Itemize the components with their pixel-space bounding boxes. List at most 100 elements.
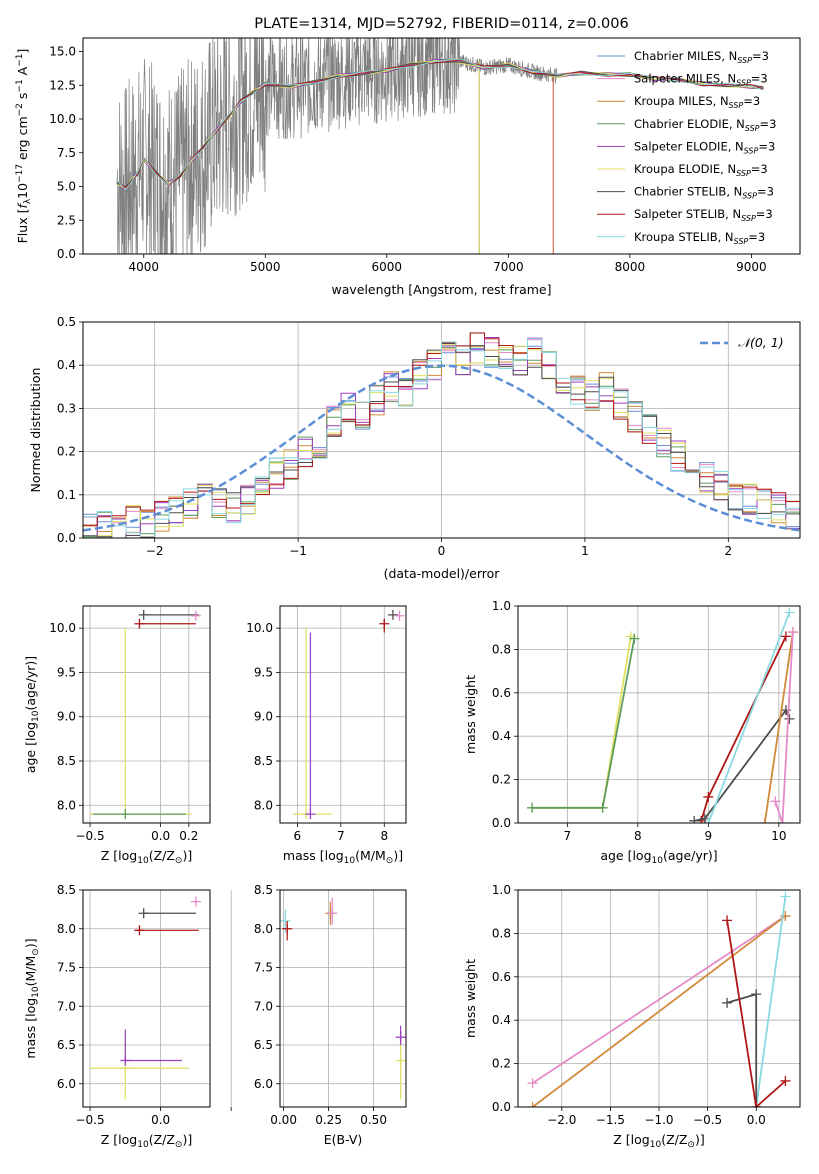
y-tick-label: 0.5 xyxy=(57,315,76,329)
data-point xyxy=(138,908,149,919)
data-point xyxy=(629,633,640,644)
data-point xyxy=(327,908,338,919)
legend-name: Kroupa STELIB, N xyxy=(634,230,734,244)
legend-entry: Chabrier STELIB, NSSP=3 xyxy=(634,185,774,201)
legend-entry: 𝒩(0, 1) xyxy=(738,335,784,350)
data-point xyxy=(527,1078,538,1089)
data-point xyxy=(527,1102,538,1107)
x-axis-label: mass [log10(M/M⊙)] xyxy=(283,848,403,866)
label-part: λ xyxy=(23,198,33,204)
label-part: age [log xyxy=(23,722,38,773)
data-point xyxy=(751,989,762,1000)
y-tick-label: 0.4 xyxy=(492,729,511,743)
x-tick-label: −1.0 xyxy=(644,1113,673,1127)
y-tick-label: 8.5 xyxy=(57,883,76,897)
histogram-series xyxy=(83,337,800,538)
y-tick-label: 8.0 xyxy=(254,922,273,936)
y-tick-label: 9.5 xyxy=(57,665,76,679)
legend-sub: SSP xyxy=(736,79,751,88)
y-tick-label: 10.0 xyxy=(246,621,273,635)
y-tick-label: 9.0 xyxy=(254,710,273,724)
y-tick-label: 7.0 xyxy=(254,999,273,1013)
x-tick-label: 0.25 xyxy=(315,1113,342,1127)
x-tick-label: 0 xyxy=(438,544,446,558)
label-part: ] xyxy=(15,49,30,54)
y-tick-label: 15.0 xyxy=(49,45,76,59)
data-point xyxy=(780,631,791,642)
observed-spectrum-line xyxy=(116,38,558,254)
x-axis-label: E(B-V) xyxy=(324,1132,363,1147)
legend-suffix: =3 xyxy=(752,49,769,63)
label-part: −17 xyxy=(15,164,25,183)
x-tick-label: 6000 xyxy=(372,260,403,274)
legend-entry: Chabrier ELODIE, NSSP=3 xyxy=(634,117,776,133)
y-tick-label: 0.0 xyxy=(492,816,511,830)
data-point xyxy=(597,802,608,813)
label-part: 10 xyxy=(15,183,30,199)
histogram-series xyxy=(83,332,800,538)
series-line xyxy=(532,915,786,1107)
y-tick-label: 7.5 xyxy=(57,961,76,975)
legend-suffix: =3 xyxy=(743,94,760,108)
label-part: (M/M xyxy=(355,848,386,863)
y-tick-label: 12.5 xyxy=(49,78,76,92)
plot-area xyxy=(83,332,800,538)
y-tick-label: 6.0 xyxy=(57,1077,76,1091)
plot-area xyxy=(527,607,798,823)
label-part: )] xyxy=(182,1132,192,1147)
label-part: −1 xyxy=(15,53,25,66)
y-axis-label: Normed distribution xyxy=(28,368,43,493)
plot-area xyxy=(293,609,405,820)
x-tick-label: 9000 xyxy=(736,260,767,274)
data-point xyxy=(282,923,293,934)
label-part: 10 xyxy=(652,856,664,866)
x-tick-label: −2.0 xyxy=(547,1113,576,1127)
x-tick-label: 0.2 xyxy=(179,829,198,843)
label-part: (Z/Z xyxy=(149,848,175,863)
x-tick-label: 10 xyxy=(771,829,786,843)
x-tick-label: 8 xyxy=(634,829,642,843)
y-tick-label: 6.0 xyxy=(254,1077,273,1091)
y-tick-label: 0.4 xyxy=(57,358,76,372)
x-tick-label: 8000 xyxy=(615,260,646,274)
histogram-series xyxy=(83,343,800,538)
model-series-line xyxy=(116,58,764,191)
legend-suffix: =3 xyxy=(751,162,768,176)
legend-entry: Salpeter STELIB, NSSP=3 xyxy=(634,207,773,223)
y-tick-label: 8.5 xyxy=(57,754,76,768)
y-tick-label: 0.8 xyxy=(492,642,511,656)
legend-sub: SSP xyxy=(742,192,757,201)
label-part: mass [log xyxy=(283,848,344,863)
legend-sub: SSP xyxy=(744,146,759,155)
y-tick-label: 9.5 xyxy=(254,665,273,679)
x-tick-label: 8 xyxy=(380,829,388,843)
label-part: mass [log xyxy=(23,998,38,1059)
gridlines xyxy=(83,889,232,1107)
gridlines xyxy=(280,606,406,823)
label-part: erg cm xyxy=(15,116,30,164)
y-tick-label: 0.8 xyxy=(492,926,511,940)
y-tick-label: 0.2 xyxy=(492,773,511,787)
legend-name: Chabrier MILES, N xyxy=(634,49,737,63)
y-tick-label: 0.0 xyxy=(57,247,76,261)
y-tick-label: 2.5 xyxy=(57,213,76,227)
y-tick-label: 1.0 xyxy=(492,599,511,613)
x-tick-label: 0.00 xyxy=(270,1113,297,1127)
y-axis-label: age [log10(age/yr)] xyxy=(23,656,41,773)
x-tick-label: 4000 xyxy=(128,260,159,274)
label-part: ⊙ xyxy=(687,1140,695,1150)
y-tick-label: 8.0 xyxy=(57,922,76,936)
y-tick-label: 9.0 xyxy=(57,710,76,724)
y-tick-label: 0.2 xyxy=(492,1057,511,1071)
label-part: Z [log xyxy=(101,848,137,863)
data-point xyxy=(305,809,316,820)
legend-sub: SSP xyxy=(729,101,744,110)
y-tick-label: 7.5 xyxy=(254,961,273,975)
legend-suffix: =3 xyxy=(756,207,773,221)
label-part: )] xyxy=(695,1132,705,1147)
data-point xyxy=(527,802,538,813)
axes-frame xyxy=(82,37,801,255)
legend-sub: SSP xyxy=(736,169,751,178)
data-point xyxy=(780,891,791,902)
